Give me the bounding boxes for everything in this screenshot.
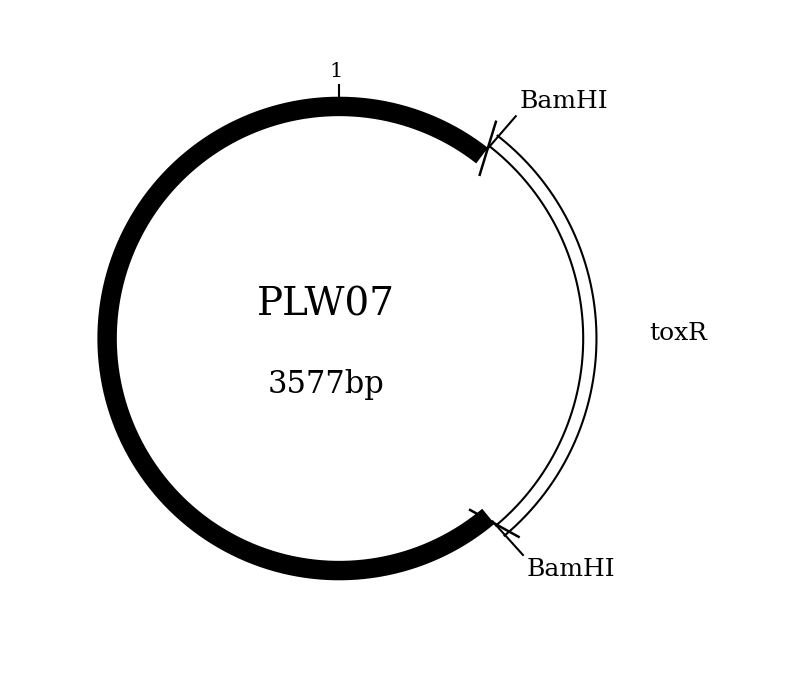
Text: 3577bp: 3577bp [268, 370, 384, 400]
Text: toxR: toxR [650, 322, 707, 345]
Text: PLW07: PLW07 [257, 287, 395, 324]
Text: 1: 1 [329, 62, 342, 81]
Text: BamHI: BamHI [519, 90, 607, 113]
Text: BamHI: BamHI [526, 559, 615, 582]
